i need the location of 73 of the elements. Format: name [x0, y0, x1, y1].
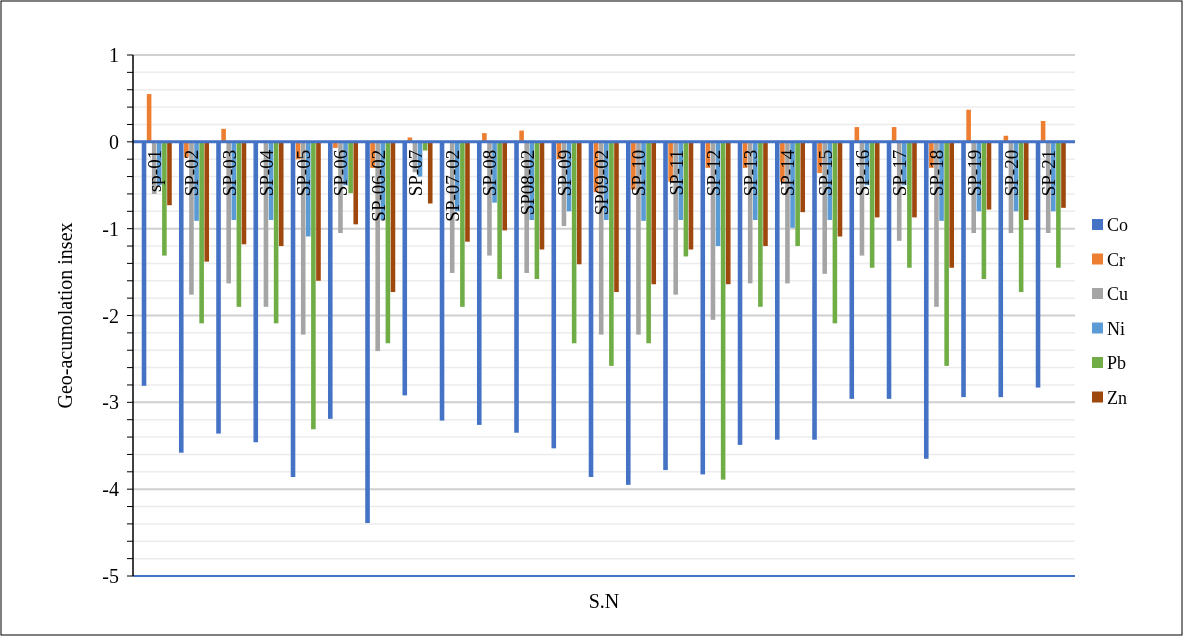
bar — [949, 141, 955, 268]
x-tick-label: SP-12 — [702, 149, 724, 197]
x-tick-label: SP-02 — [181, 149, 203, 197]
x-tick-label: SP08-02 — [516, 149, 538, 216]
bar — [221, 128, 226, 142]
x-tick-label: SP-03 — [218, 149, 240, 197]
legend-label: Zn — [1107, 387, 1127, 408]
x-tick-label: SP09-02 — [591, 149, 613, 216]
bar — [311, 141, 316, 430]
bar — [497, 141, 502, 280]
bar — [1023, 141, 1029, 220]
x-tick-label: SP-07-02 — [442, 149, 464, 222]
legend-label: Cu — [1107, 284, 1129, 305]
bar — [167, 141, 172, 206]
x-tick-label: SP-10 — [628, 149, 650, 197]
bar — [795, 141, 800, 247]
bar — [912, 141, 917, 218]
x-tick-label: SP-16 — [851, 149, 873, 197]
bar — [465, 141, 470, 242]
y-tick-label: -1 — [102, 217, 119, 240]
y-tick-label: 1 — [109, 44, 119, 66]
bar — [576, 141, 582, 265]
bar — [763, 141, 768, 247]
y-tick-label: -4 — [102, 478, 119, 501]
x-tick-label: SP-20 — [1000, 149, 1022, 197]
y-tick-label: 0 — [109, 130, 119, 153]
x-tick-label: SP-21 — [1038, 149, 1060, 197]
legend-label: Pb — [1107, 353, 1127, 374]
x-tick-label: sp-01 — [144, 149, 166, 193]
x-tick-label: SP-19 — [963, 149, 985, 197]
bar — [609, 141, 614, 366]
x-tick-label: SP-06 — [330, 149, 352, 197]
x-tick-label: SP-06-02 — [367, 149, 389, 222]
bar — [725, 141, 731, 285]
bar — [651, 141, 657, 285]
x-tick-label: SP-15 — [814, 149, 836, 197]
x-tick-label: SP-08 — [479, 149, 501, 197]
bar — [204, 141, 210, 262]
bar — [1056, 141, 1061, 268]
y-tick-label: -5 — [102, 565, 119, 587]
x-tick-label: SP-05 — [293, 149, 315, 197]
bar — [348, 141, 353, 194]
bar — [966, 109, 971, 142]
legend-label: Co — [1107, 215, 1129, 236]
bar — [502, 141, 508, 231]
bar — [646, 141, 651, 344]
y-axis-title: Geo-acumolation insex — [54, 222, 76, 409]
y-tick-label: -3 — [102, 391, 119, 414]
x-axis-title: S.N — [588, 590, 620, 612]
x-tick-label: SP-17 — [889, 149, 911, 197]
bar — [316, 141, 321, 281]
bar — [353, 141, 359, 225]
bar — [907, 141, 912, 268]
legend-label: Cr — [1107, 249, 1126, 270]
x-tick-label: SP-18 — [926, 149, 948, 197]
bar — [800, 141, 806, 213]
bar — [278, 141, 284, 247]
x-tick-label: SP-04 — [255, 149, 277, 197]
bar — [460, 141, 465, 307]
bar — [1061, 141, 1066, 208]
bar — [199, 141, 204, 324]
x-tick-label: SP-07 — [404, 149, 426, 197]
bar — [874, 141, 880, 218]
bar — [614, 141, 619, 293]
x-tick-label: SP-13 — [740, 149, 762, 197]
legend-label: Ni — [1107, 318, 1125, 339]
x-tick-label: SP-09 — [553, 149, 575, 197]
bar — [944, 141, 949, 366]
y-tick-label: -2 — [102, 304, 119, 327]
x-tick-label: SP-11 — [665, 149, 687, 196]
bar — [427, 141, 433, 204]
bar — [758, 141, 763, 307]
x-tick-label: SP-14 — [777, 149, 799, 197]
